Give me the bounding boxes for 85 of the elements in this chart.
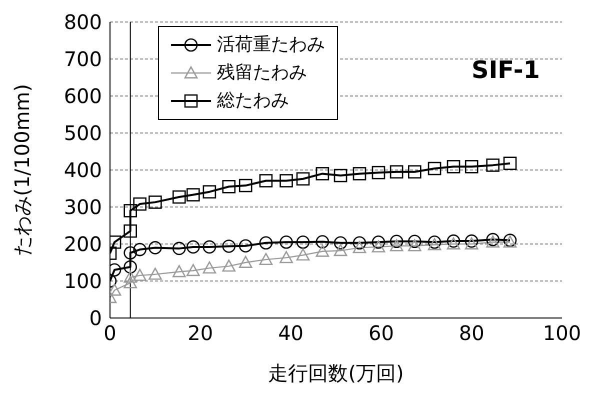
point <box>124 276 137 288</box>
point <box>486 236 500 248</box>
point <box>372 240 386 252</box>
point <box>186 188 200 202</box>
x-tick-label: 100 <box>542 321 582 346</box>
point <box>464 160 478 174</box>
point <box>148 196 162 209</box>
point <box>390 239 404 252</box>
point <box>280 236 293 249</box>
y-tick-label: 700 <box>64 47 102 72</box>
point <box>352 167 366 180</box>
legend-label: 活荷重たわみ <box>217 33 325 57</box>
y-tick-label: 300 <box>64 195 102 220</box>
x-tick-label: 80 <box>458 321 484 346</box>
point <box>446 160 460 174</box>
point <box>352 236 366 250</box>
point <box>446 237 460 250</box>
point <box>296 236 310 249</box>
point <box>124 260 137 274</box>
point <box>124 224 137 238</box>
legend-label: 残留たわみ <box>217 61 307 85</box>
point <box>259 236 273 250</box>
point <box>428 162 442 176</box>
point <box>202 185 216 198</box>
point <box>186 240 200 254</box>
point <box>238 178 252 192</box>
y-tick-label: 400 <box>64 158 102 182</box>
point <box>316 235 330 248</box>
y-tick-label: 0 <box>89 306 102 330</box>
x-tick-label: 20 <box>188 321 214 346</box>
point <box>296 248 310 261</box>
point <box>372 236 386 249</box>
point <box>334 236 348 250</box>
point <box>124 204 137 218</box>
point <box>124 270 137 283</box>
point <box>408 234 422 248</box>
point <box>316 167 330 180</box>
x-tick-label: 60 <box>368 321 394 346</box>
point <box>464 234 478 248</box>
y-tick-label: 800 <box>64 10 102 34</box>
x-axis-title: 走行回数(万回) <box>268 361 404 385</box>
point <box>446 234 460 248</box>
point <box>390 165 404 178</box>
point <box>408 165 422 178</box>
point <box>238 256 252 268</box>
point <box>148 241 162 254</box>
y-tick-label: 600 <box>64 84 102 108</box>
point <box>428 238 442 250</box>
point <box>222 260 236 272</box>
point <box>133 197 146 211</box>
point <box>124 246 137 260</box>
point <box>408 239 422 252</box>
point <box>186 264 200 276</box>
point <box>352 241 366 254</box>
point <box>202 240 216 254</box>
point <box>390 234 404 248</box>
point <box>280 251 293 264</box>
point <box>334 244 348 256</box>
point <box>372 166 386 180</box>
point <box>148 268 162 280</box>
point <box>259 252 273 265</box>
point <box>133 242 146 256</box>
y-axis-title: たわみ(1/100mm) <box>10 84 34 256</box>
y-tick-label: 100 <box>64 269 102 294</box>
point <box>238 239 252 252</box>
legend-label: 総たわみ <box>217 89 289 113</box>
point <box>464 237 478 250</box>
point <box>486 158 500 172</box>
point <box>222 180 236 194</box>
y-tick-label: 200 <box>64 232 102 256</box>
x-tick-label: 40 <box>278 321 304 346</box>
point <box>172 190 186 204</box>
point <box>503 156 517 170</box>
point <box>280 174 293 188</box>
point <box>202 261 216 274</box>
y-tick-label: 500 <box>64 121 102 146</box>
point <box>316 244 330 257</box>
point <box>172 242 186 256</box>
annotation: SIF-1 <box>471 56 540 84</box>
point <box>296 172 310 186</box>
point <box>259 174 273 188</box>
point <box>222 240 236 253</box>
point <box>133 268 146 281</box>
point <box>334 168 348 182</box>
point <box>172 265 186 278</box>
